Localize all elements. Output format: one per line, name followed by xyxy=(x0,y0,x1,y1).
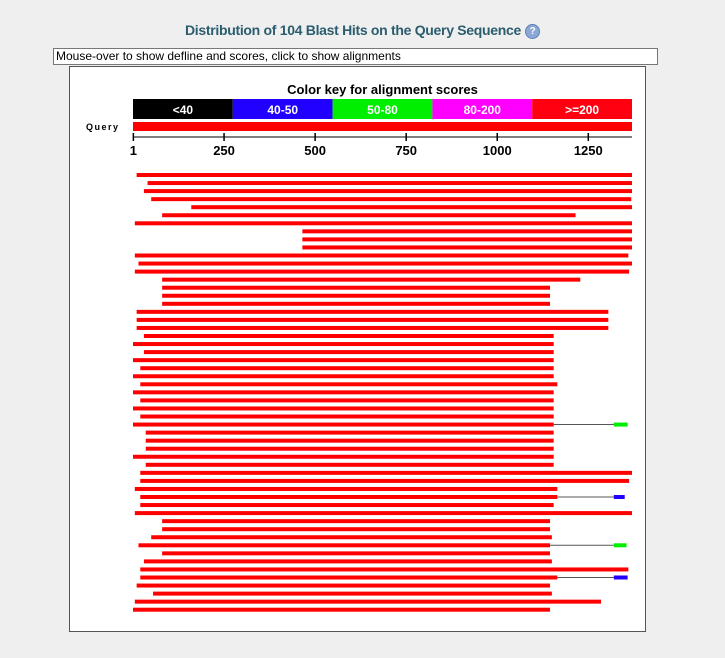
hit-bar-segment[interactable] xyxy=(613,422,628,427)
alignment-graphic-panel: Color key for alignment scores <40 40-50 50… xyxy=(69,66,646,632)
color-key-label: 80-200 xyxy=(464,103,502,117)
hit-bar[interactable] xyxy=(136,325,609,330)
hit-bar[interactable] xyxy=(143,559,552,564)
hit-bar[interactable] xyxy=(136,173,632,177)
hit-bar[interactable] xyxy=(140,478,630,483)
hit-bar[interactable] xyxy=(145,438,554,443)
hit-bar[interactable] xyxy=(134,486,558,491)
axis-tick-label: 1000 xyxy=(483,143,512,158)
hit-bar[interactable] xyxy=(302,237,632,242)
hit-bar[interactable] xyxy=(143,189,632,194)
hit-bar[interactable] xyxy=(136,583,551,588)
hit-bar[interactable] xyxy=(140,567,629,572)
query-label: Query xyxy=(86,122,120,132)
query-bar xyxy=(133,122,632,131)
hit-bar[interactable] xyxy=(302,229,632,234)
hit-bar[interactable] xyxy=(162,293,551,298)
hit-bar[interactable] xyxy=(302,245,632,250)
hit-bar[interactable] xyxy=(191,205,632,210)
hit-bar[interactable] xyxy=(140,382,558,387)
hit-bar[interactable] xyxy=(136,309,609,314)
hit-bar[interactable] xyxy=(140,575,558,580)
color-key-label: 40-50 xyxy=(267,103,298,117)
hit-bar[interactable] xyxy=(140,414,554,419)
hit-bar[interactable] xyxy=(162,551,551,556)
color-key-bin xyxy=(432,99,533,119)
hit-bar[interactable] xyxy=(140,470,632,475)
hit-bar[interactable] xyxy=(153,591,552,596)
hit-bar[interactable] xyxy=(136,317,609,322)
hit-bar[interactable] xyxy=(138,543,551,548)
hit-bar[interactable] xyxy=(162,527,551,532)
hit-bar[interactable] xyxy=(162,277,581,282)
hit-bar-segment[interactable] xyxy=(613,575,628,580)
hit-bar[interactable] xyxy=(140,366,554,371)
hit-bar[interactable] xyxy=(133,406,554,411)
hit-bar[interactable] xyxy=(162,213,576,218)
hit-bar[interactable] xyxy=(162,519,551,524)
color-key-bin xyxy=(133,99,233,119)
hit-bar[interactable] xyxy=(147,181,632,186)
defline-text: Mouse-over to show defline and scores, c… xyxy=(56,49,401,63)
hit-bar[interactable] xyxy=(140,398,554,403)
alignment-graphic: Color key for alignment scores <40 40-50 50… xyxy=(86,82,632,612)
color-key-bin xyxy=(232,99,333,119)
color-key-bin xyxy=(332,99,433,119)
hit-bar[interactable] xyxy=(143,350,554,355)
help-icon[interactable]: ? xyxy=(525,24,541,39)
hit-bar[interactable] xyxy=(140,503,554,508)
color-key-title: Color key for alignment scores xyxy=(287,82,478,97)
hit-bar-segment[interactable] xyxy=(613,495,625,499)
hit-bar[interactable] xyxy=(145,462,554,467)
page-title: Distribution of 104 Blast Hits on the Qu… xyxy=(0,22,725,39)
axis-tick-label: 1 xyxy=(130,143,137,158)
hit-bar[interactable] xyxy=(151,197,632,202)
hit-bar[interactable] xyxy=(133,390,554,395)
hit-bar[interactable] xyxy=(133,454,554,459)
color-key-bin xyxy=(532,99,632,119)
color-key-label: 50-80 xyxy=(367,103,398,117)
hit-bar[interactable] xyxy=(133,342,554,347)
color-key-label: >=200 xyxy=(565,103,599,117)
axis-tick-label: 1250 xyxy=(574,143,603,158)
axis-tick-label: 500 xyxy=(304,143,326,158)
defline-display: Mouse-over to show defline and scores, c… xyxy=(53,48,658,65)
hit-bar[interactable] xyxy=(134,599,602,604)
hit-bar[interactable] xyxy=(162,285,551,290)
axis-tick-label: 250 xyxy=(213,143,235,158)
hit-bar[interactable] xyxy=(145,446,554,451)
hit-bar[interactable] xyxy=(133,607,551,612)
hit-bar[interactable] xyxy=(145,430,554,435)
hit-bar[interactable] xyxy=(143,334,554,338)
hit-bar[interactable] xyxy=(134,221,632,226)
color-key-label: <40 xyxy=(173,103,194,117)
axis-tick-label: 750 xyxy=(395,143,417,158)
hit-bar-segment[interactable] xyxy=(613,543,627,548)
hit-bar[interactable] xyxy=(133,358,554,363)
page-title-text: Distribution of 104 Blast Hits on the Qu… xyxy=(184,22,522,38)
hit-bar[interactable] xyxy=(134,269,630,274)
hit-bar[interactable] xyxy=(134,253,629,258)
hit-bar[interactable] xyxy=(134,511,632,516)
hit-bar[interactable] xyxy=(138,261,632,266)
hit-bar[interactable] xyxy=(151,535,552,540)
hit-bar[interactable] xyxy=(140,495,558,499)
hit-bar[interactable] xyxy=(133,374,554,379)
hit-bar[interactable] xyxy=(162,301,551,306)
hit-bar[interactable] xyxy=(133,422,554,427)
